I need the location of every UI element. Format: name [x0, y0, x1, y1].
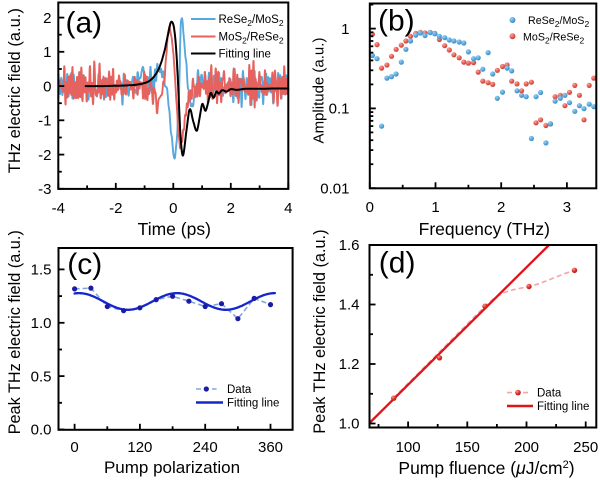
svg-text:Fitting line: Fitting line [537, 401, 589, 413]
svg-text:1: 1 [431, 199, 439, 216]
svg-text:0.01: 0.01 [320, 180, 349, 197]
svg-text:0: 0 [43, 78, 51, 95]
svg-text:MoS2/ReSe2: MoS2/ReSe2 [219, 32, 284, 46]
svg-text:1.0: 1.0 [31, 315, 52, 332]
svg-text:1.5: 1.5 [31, 262, 52, 279]
svg-text:120: 120 [127, 439, 152, 456]
svg-text:Fitting line: Fitting line [227, 398, 279, 410]
svg-text:Amplitude (a.u.): Amplitude (a.u.) [311, 38, 328, 144]
svg-text:Frequency (THz): Frequency (THz) [419, 219, 550, 239]
svg-text:2: 2 [497, 199, 505, 216]
svg-text:1.6: 1.6 [339, 237, 360, 254]
svg-text:-4: -4 [52, 200, 65, 217]
svg-text:100: 100 [396, 439, 421, 456]
svg-text:3: 3 [563, 199, 571, 216]
svg-text:(d): (d) [379, 247, 416, 280]
svg-text:MoS2/ReSe2: MoS2/ReSe2 [523, 31, 584, 45]
svg-text:Pump fluence (μJ/cm2): Pump fluence (μJ/cm2) [398, 458, 574, 478]
svg-text:0.0: 0.0 [31, 422, 52, 439]
svg-text:0: 0 [169, 200, 177, 217]
svg-text:Peak THz electric field (a.u.): Peak THz electric field (a.u.) [6, 230, 24, 434]
svg-text:250: 250 [573, 439, 598, 456]
svg-text:Data: Data [537, 388, 562, 400]
svg-text:THz electric field (a.u.): THz electric field (a.u.) [6, 8, 24, 173]
svg-text:(a): (a) [66, 7, 103, 40]
svg-text:0: 0 [70, 439, 78, 456]
svg-text:200: 200 [514, 439, 539, 456]
svg-text:Time (ps): Time (ps) [138, 219, 211, 239]
svg-text:Peak THz electric field (a.u.): Peak THz electric field (a.u.) [311, 229, 329, 433]
svg-text:0.1: 0.1 [329, 101, 350, 118]
svg-text:-2: -2 [109, 200, 122, 217]
svg-text:-1: -1 [38, 113, 51, 130]
svg-text:1.0: 1.0 [339, 416, 360, 433]
svg-text:Pump polarization: Pump polarization [104, 458, 240, 477]
svg-text:-3: -3 [38, 181, 51, 198]
svg-text:1.4: 1.4 [339, 297, 360, 314]
svg-text:ReSe2/MoS2: ReSe2/MoS2 [219, 14, 284, 28]
svg-text:4: 4 [284, 200, 292, 217]
svg-text:(c): (c) [67, 248, 102, 281]
svg-text:Fitting line: Fitting line [219, 49, 271, 61]
svg-text:0.5: 0.5 [31, 368, 52, 385]
svg-text:150: 150 [455, 439, 480, 456]
svg-text:2: 2 [227, 200, 235, 217]
svg-text:240: 240 [193, 439, 218, 456]
svg-text:1: 1 [43, 44, 51, 61]
svg-text:0: 0 [366, 199, 374, 216]
svg-text:360: 360 [258, 439, 283, 456]
svg-text:Data: Data [227, 384, 252, 396]
svg-text:1.2: 1.2 [339, 356, 360, 373]
svg-text:(b): (b) [378, 5, 415, 38]
svg-text:1: 1 [341, 21, 349, 38]
svg-text:ReSe2/MoS2: ReSe2/MoS2 [528, 15, 589, 29]
svg-text:-2: -2 [38, 147, 51, 164]
svg-text:2: 2 [43, 10, 51, 27]
